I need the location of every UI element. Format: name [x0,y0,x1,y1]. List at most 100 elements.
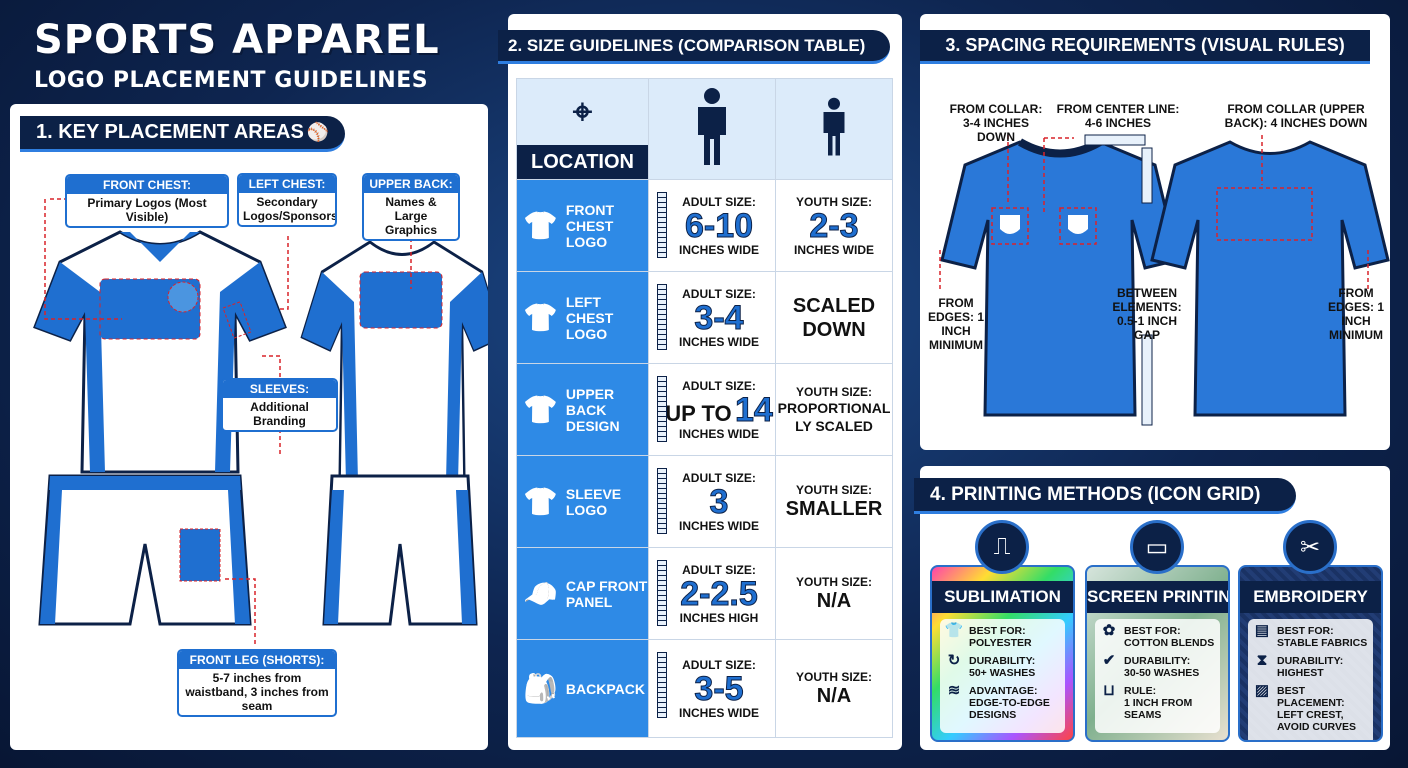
youth-cell: YOUTH SIZE: N/A [775,639,893,738]
youth-unit: INCHES WIDE [793,242,874,257]
shield-check-icon: ✔ [1102,652,1116,669]
table-row: 👕 SLEEVE LOGO ADULT SIZE: 3 INCHES WIDE YOU… [516,455,893,548]
method-card: SCREEN PRINTING ✿ BEST FOR: COTTON BLENDS ✔ D… [1085,565,1230,742]
detail-label: RULE: [1124,685,1157,697]
adult-cell: ADULT SIZE: 3-4 INCHES WIDE [648,271,776,364]
adult-value: 6-10 [684,206,754,245]
front-leg-zone [179,528,221,582]
table-row: 👕 UPPER BACK DESIGN ADULT SIZE: UP TO 14 IN… [516,363,893,456]
detail-value: 1 INCH FROM SEAMS [1124,697,1193,721]
adult-cell: ADULT SIZE: 6-10 INCHES WIDE [648,179,776,272]
section-3-title: 3. SPACING REQUIREMENTS (VISUAL RULES) [945,35,1345,55]
table-header-row: ⌖ LOCATION [516,78,893,180]
youth-label: YOUTH SIZE: [795,384,872,399]
ruler-icon [657,284,667,350]
section-4-title: 4. PRINTING METHODS (ICON GRID) [930,483,1261,505]
detail-label: BEST FOR: [969,625,1026,637]
location-label: CAP FRONT PANEL [565,577,648,610]
tshirt-icon: 👕 [944,622,964,639]
label-text: Names & Large Graphics [384,195,438,237]
adult-prefix: UP TO [665,400,732,426]
youth-cell: YOUTH SIZE: N/A [775,547,893,640]
back-shirt [1150,140,1390,417]
ruler-icon [657,376,667,442]
callout-arrows [44,198,412,644]
method-detail: ✔ DURABILITY: 30-50 WASHES [1099,652,1216,679]
method-detail: ▨ BEST PLACEMENT: LEFT CREST, AVOID CURVES [1252,683,1369,733]
label-text: Secondary Logos/Sponsors [243,195,337,223]
adult-value: 3-4 [694,298,744,337]
adult-label: ADULT SIZE: [682,657,756,672]
adult-unit: INCHES WIDE [678,705,759,720]
label-text: 5-7 inches from waistband, 3 inches from… [185,671,329,713]
label-title: FRONT CHEST: [67,176,227,194]
location-header: ⌖ LOCATION [516,78,649,180]
method-detail: ≋ ADVANTAGE: EDGE-TO-EDGE DESIGNS [944,682,1061,721]
youth-value: N/A [816,589,852,612]
youth-label: YOUTH SIZE: [795,669,872,684]
location-label: FRONT CHEST LOGO [565,201,615,250]
ruler-vertical [1141,147,1153,204]
adult-unit: INCHES HIGH [679,610,759,625]
label-sleeves: SLEEVES: Additional Branding [221,378,338,432]
method-detail: ↻ DURABILITY: 50+ WASHES [944,653,1061,679]
label-title: FRONT LEG (SHORTS): [179,651,335,669]
ruler-vertical-lower [1141,334,1153,426]
method-detail: ⧗ DURABILITY: HIGHEST [1252,653,1369,679]
fabric-wave-icon: ≋ [947,682,961,699]
spacing-illustration [939,134,1390,426]
location-cell: 👕 LEFT CHEST LOGO [516,271,649,364]
section-2-heading: 2. SIZE GUIDELINES (COMPARISON TABLE) [498,30,890,64]
location-cell: 👕 UPPER BACK DESIGN [516,363,649,456]
youth-cell: SCALED DOWN [775,271,893,364]
adult-label: ADULT SIZE: [682,562,756,577]
youth-cell: YOUTH SIZE: SMALLER [775,455,893,548]
section-3-heading: 3. SPACING REQUIREMENTS (VISUAL RULES) [920,30,1370,64]
detail-value: HIGHEST [1277,667,1324,679]
label-upper-back: UPPER BACK: Names & Large Graphics [362,173,460,241]
screen-frame-icon: ▭ [1130,520,1184,574]
method-card: EMBROIDERY ▤ BEST FOR: STABLE FABRICS ⧗ DURAB… [1238,565,1383,742]
jersey-illustrations [33,198,488,644]
crest-icons [1000,215,1088,234]
detail-label: BEST FOR: [1277,625,1334,637]
ruler-icon [657,468,667,534]
sewing-machine-icon: ✂ [1283,520,1337,574]
shirt-front-chest-icon: 👕 [523,209,558,241]
adult-cell: ADULT SIZE: 3-5 INCHES WIDE [648,639,776,738]
youth-value: PROPORTIONALLY SCALED [777,399,891,434]
ruler-icon [657,652,667,718]
table-row: 🎒 BACKPACK ADULT SIZE: 3-5 INCHES WIDE YOUT… [516,639,893,738]
location-label: SLEEVE LOGO [565,485,622,518]
detail-value: EDGE-TO-EDGE DESIGNS [969,697,1050,721]
method-name: SCREEN PRINTING [1087,581,1228,613]
cotton-icon: ✿ [1102,622,1116,639]
detail-value: LEFT CREST, AVOID CURVES [1277,709,1356,733]
label-title: SLEEVES: [223,380,336,398]
ball-icon: ⚾ [306,122,329,142]
spacing-guides [939,135,1369,290]
section-1-heading: 1. KEY PLACEMENT AREAS ⚾ [20,116,345,152]
method-detail: ▤ BEST FOR: STABLE FABRICS [1252,622,1369,649]
ruler-icon [657,560,667,626]
fabric-icon: ▤ [1254,622,1270,639]
adult-label: ADULT SIZE: [682,286,756,301]
detail-value: 50+ WASHES [969,667,1036,679]
location-label: BACKPACK [565,680,645,697]
adult-cell: ADULT SIZE: UP TO 14 INCHES WIDE [648,363,776,456]
adult-value: 14 [734,390,773,429]
main-subtitle: LOGO PLACEMENT GUIDELINES [34,68,429,93]
backpack-icon: 🎒 [523,672,558,704]
detail-value: COTTON BLENDS [1124,637,1215,649]
shirt-back-icon: 👕 [523,393,558,425]
cap-icon: 🧢 [523,577,558,609]
detail-label: DURABILITY: [1277,655,1344,667]
location-cell: 👕 SLEEVE LOGO [516,455,649,548]
method-card: SUBLIMATION 👕 BEST FOR: POLYESTER ↻ DURABILIT… [930,565,1075,742]
ruler-horizontal [1084,134,1146,146]
main-title: SPORTS APPAREL [34,17,440,63]
label-front-chest: FRONT CHEST: Primary Logos (Most Visible) [65,174,229,228]
detail-value: 30-50 WASHES [1124,667,1200,679]
youth-value: 2-3 [809,206,859,245]
back-jersey [300,240,488,484]
